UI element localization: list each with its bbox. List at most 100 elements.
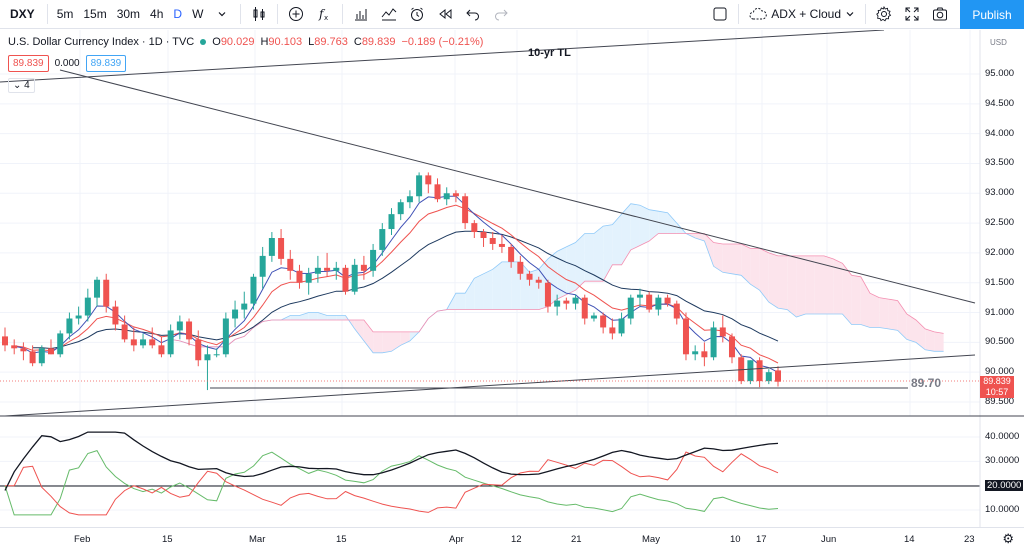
layout-square-icon[interactable] (706, 0, 734, 29)
time-axis[interactable]: Feb 15 Mar 15 Apr 12 21 May 10 17 Jun 14 23 ⚙ (0, 527, 1024, 548)
interval-d-button[interactable]: D (173, 7, 183, 21)
legend-collapse-button[interactable]: ⌄ 4 (8, 78, 35, 93)
cloud-segment (308, 312, 318, 320)
time-tick-label: 23 (964, 534, 975, 545)
cloud-segment (796, 255, 806, 318)
descending-trendline[interactable] (59, 69, 976, 304)
price-chart-pane[interactable] (0, 30, 1024, 418)
bullish-candle (351, 264, 358, 292)
cloud-segment (934, 331, 944, 352)
price-tick-label: 95.000 (985, 68, 1015, 79)
cloud-segment (327, 315, 337, 320)
interval-w-button[interactable]: W (192, 7, 204, 21)
bullish-candle (140, 339, 147, 346)
indicator-template-button[interactable]: ADX + Cloud (743, 7, 861, 21)
price-tick-label: 90.000 (985, 366, 1015, 378)
price-tick-label: 92.500 (985, 217, 1015, 229)
currency-label: USD (990, 38, 1007, 47)
candles (2, 172, 781, 391)
bullish-candle (627, 297, 634, 319)
interval-4h-button[interactable]: 4h (150, 7, 164, 21)
time-tick-label: 14 (904, 534, 915, 545)
undo-icon[interactable] (459, 0, 487, 29)
bullish-candle (370, 249, 377, 271)
cloud-segment (759, 248, 769, 303)
fullscreen-icon[interactable] (898, 0, 926, 29)
divider (277, 4, 279, 24)
cloud-segment (870, 293, 880, 328)
cloud-segment (851, 275, 861, 325)
bullish-candle (222, 318, 229, 355)
symbol-search-button[interactable]: DXY (10, 7, 35, 21)
price-tick-label: 93.000 (985, 187, 1015, 199)
bearish-candle (452, 193, 459, 197)
candles-style-icon[interactable] (245, 0, 273, 29)
cloud-segment (566, 242, 576, 295)
bearish-candle (563, 300, 570, 304)
cloud-segment (465, 278, 475, 310)
settings-gear-icon[interactable] (870, 0, 898, 29)
alert-clock-icon[interactable] (403, 0, 431, 29)
bullish-candle (747, 360, 754, 382)
cloud-segment (916, 320, 926, 350)
interval-dropdown-icon[interactable] (208, 0, 236, 29)
templates-icon[interactable] (375, 0, 403, 29)
cloud-segment (639, 205, 650, 246)
cloud-segment (879, 297, 889, 329)
compare-plus-icon[interactable] (282, 0, 310, 29)
time-tick-label: 15 (336, 534, 347, 545)
bearish-candle (434, 184, 441, 200)
camera-snapshot-icon[interactable] (926, 0, 954, 29)
bearish-candle (2, 336, 8, 346)
chart-settings-gear-icon[interactable]: ⚙ (1002, 531, 1014, 546)
bullish-candle (333, 267, 340, 271)
cloud-segment (667, 212, 677, 234)
publish-button[interactable]: Publish (960, 0, 1024, 29)
level-label[interactable]: 89.70 (911, 376, 942, 390)
financials-icon[interactable] (347, 0, 375, 29)
cloud-segment (704, 233, 714, 267)
bullish-candle (259, 255, 266, 277)
time-tick-label: 21 (571, 534, 582, 545)
cloud-segment (299, 312, 309, 320)
bullish-candle (57, 333, 64, 355)
svg-text:f: f (318, 7, 326, 21)
time-tick-label: 12 (511, 534, 522, 545)
interval-30m-button[interactable]: 30m (116, 7, 141, 21)
indicator-template-label: ADX + Cloud (771, 7, 841, 21)
divider (738, 4, 740, 24)
bearish-candle (462, 196, 469, 224)
replay-icon[interactable] (431, 0, 459, 29)
trendline-label[interactable]: 10-yr TL (528, 47, 571, 59)
cloud-segment (906, 314, 917, 343)
divider (46, 4, 48, 24)
bullish-candle (710, 327, 717, 358)
ascending-trendline[interactable] (4, 354, 976, 417)
drawings[interactable] (0, 30, 980, 417)
time-tick-label: Feb (74, 534, 91, 545)
cloud-segment (649, 209, 659, 241)
bullish-candle (305, 273, 312, 283)
bearish-candle (324, 267, 331, 271)
cloud-segment (713, 242, 723, 273)
chevron-down-icon: ⌄ (13, 80, 22, 91)
redo-icon[interactable] (487, 0, 515, 29)
cloud-segment (897, 300, 907, 340)
bearish-candle (121, 324, 128, 340)
ten-year-trendline[interactable] (0, 30, 885, 83)
bullish-candle (416, 175, 423, 197)
cloud-segment (768, 252, 778, 309)
bearish-candle (719, 327, 726, 337)
interval-5m-button[interactable]: 5m (56, 7, 74, 21)
adx-indicator-pane[interactable] (0, 418, 1024, 528)
time-tick-label: Mar (249, 534, 266, 545)
interval-15m-button[interactable]: 15m (83, 7, 107, 21)
bearish-candle (103, 279, 110, 307)
time-tick-label: Jun (821, 534, 837, 545)
bullish-candle (213, 354, 220, 356)
bearish-candle (673, 303, 680, 319)
price-tick-label: 91.000 (985, 306, 1015, 318)
bullish-candle (167, 330, 174, 355)
